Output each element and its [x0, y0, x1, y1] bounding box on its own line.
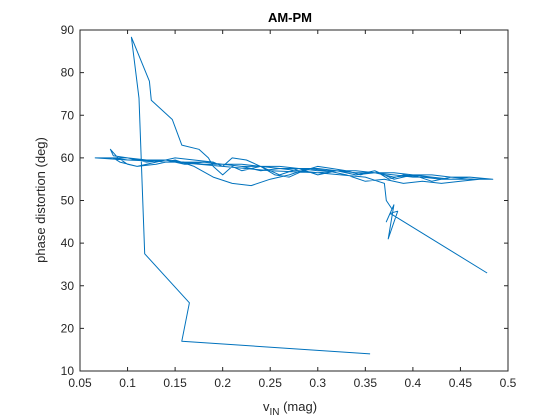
y-tick-label: 60 — [61, 151, 75, 165]
x-tick-label: 0.15 — [163, 376, 187, 390]
x-axis-label-main: v — [263, 399, 270, 414]
chart-title: AM-PM — [268, 10, 312, 25]
x-tick-label: 0.4 — [405, 376, 422, 390]
y-tick-label: 70 — [61, 108, 75, 122]
x-tick-label: 0.05 — [68, 376, 92, 390]
y-tick-label: 20 — [61, 321, 75, 335]
y-tick-label: 30 — [61, 279, 75, 293]
series-line-layer — [94, 36, 494, 355]
x-tick-label: 0.35 — [354, 376, 378, 390]
x-axis-label-subscript: IN — [269, 407, 279, 418]
x-axis-label: vIN (mag) — [263, 399, 317, 418]
x-tick-label: 0.45 — [449, 376, 473, 390]
x-axis: 0.05 0.1 0.15 0.2 0.25 0.3 0.35 0.4 0.45 0.5 — [68, 30, 517, 390]
y-tick-label: 40 — [61, 236, 75, 250]
x-tick-label: 0.2 — [214, 376, 231, 390]
series-line — [94, 36, 494, 355]
x-tick-label: 0.3 — [309, 376, 326, 390]
x-tick-label: 0.25 — [259, 376, 283, 390]
x-tick-label: 0.5 — [500, 376, 517, 390]
y-axis-label: phase distortion (deg) — [33, 137, 48, 263]
y-tick-label: 80 — [61, 66, 75, 80]
y-tick-label: 10 — [61, 364, 75, 378]
y-axis: 10 20 30 40 50 60 70 80 90 — [61, 23, 508, 378]
x-axis-label-unit: (mag) — [279, 399, 317, 414]
y-tick-label: 50 — [61, 194, 75, 208]
x-tick-label: 0.1 — [119, 376, 136, 390]
plot-area — [80, 30, 508, 371]
y-tick-label: 90 — [61, 23, 75, 37]
